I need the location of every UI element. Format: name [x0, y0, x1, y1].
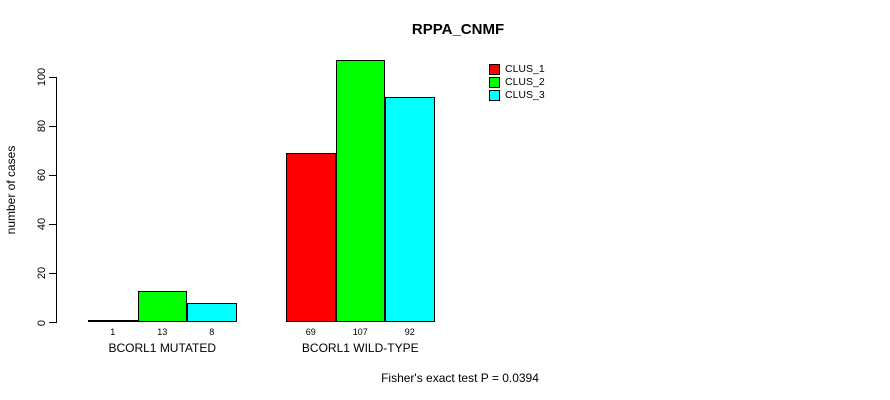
bar-value-clus-3-bcorl1-wild-type: 92 [404, 327, 415, 337]
y-tick-40 [49, 223, 57, 225]
bar-value-clus-1-bcorl1-wild-type: 69 [305, 327, 316, 337]
group-label-bcorl1-wild-type: BCORL1 WILD-TYPE [301, 341, 419, 355]
y-tick-label-60: 60 [36, 169, 48, 182]
bar-clus-3-bcorl1-wild-type [385, 96, 435, 323]
y-tick-100 [49, 76, 57, 78]
legend-label-clus-3: CLUS_3 [505, 89, 545, 101]
bar-value-clus-2-bcorl1-wild-type: 107 [352, 327, 368, 337]
y-axis-label: number of cases [4, 145, 18, 235]
bar-value-clus-1-bcorl1-mutated: 1 [110, 327, 116, 337]
legend-swatch-clus-1 [489, 64, 500, 75]
y-tick-label-0: 0 [36, 319, 48, 326]
bar-clus-2-bcorl1-mutated [137, 290, 187, 323]
group-label-bcorl1-mutated: BCORL1 MUTATED [108, 341, 217, 355]
y-tick-label-100: 100 [36, 67, 48, 87]
bar-value-clus-3-bcorl1-mutated: 8 [209, 327, 215, 337]
legend-swatch-clus-3 [489, 90, 500, 101]
y-tick-20 [49, 272, 57, 274]
legend-label-clus-1: CLUS_1 [505, 63, 545, 75]
y-tick-80 [49, 125, 57, 127]
bar-clus-3-bcorl1-mutated [187, 302, 237, 323]
y-tick-60 [49, 174, 57, 176]
y-tick-label-20: 20 [36, 267, 48, 280]
y-tick-label-40: 40 [36, 218, 48, 231]
y-tick-label-80: 80 [36, 119, 48, 133]
chart-title: RPPA_CNMF [411, 21, 505, 38]
y-axis-line [56, 77, 57, 323]
y-tick-0 [49, 322, 57, 323]
legend-label-clus-2: CLUS_2 [505, 76, 545, 88]
bar-clus-1-bcorl1-mutated [88, 320, 138, 323]
legend-swatch-clus-2 [489, 77, 500, 88]
bar-value-clus-2-bcorl1-mutated: 13 [157, 327, 168, 337]
fisher-test-annotation: Fisher's exact test P = 0.0394 [381, 371, 539, 385]
bar-clus-2-bcorl1-wild-type [335, 59, 385, 323]
bar-clus-1-bcorl1-wild-type [286, 153, 336, 323]
